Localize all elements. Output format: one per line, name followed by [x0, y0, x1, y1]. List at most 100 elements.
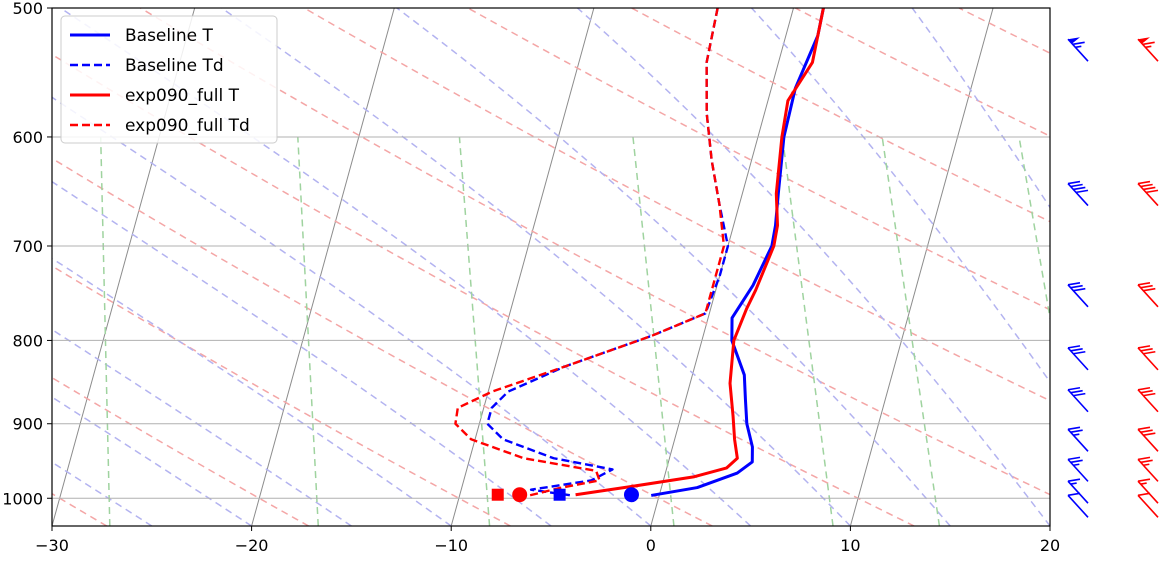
- y-tick-label: 1000: [2, 489, 43, 508]
- barb-feather: [1073, 186, 1086, 191]
- barb-feather: [1140, 429, 1153, 434]
- barb-feather: [1143, 186, 1156, 191]
- barb-staff: [1067, 347, 1089, 371]
- barb-feather: [1137, 345, 1151, 349]
- barb-feather: [1137, 426, 1151, 431]
- mixing-ratio-line: [297, 136, 319, 526]
- barb-feather: [1140, 183, 1153, 188]
- marker-baseline-td: [553, 488, 566, 501]
- dry-adiabat: [52, 157, 713, 526]
- isotherm-line: [251, 8, 395, 526]
- barb-staff: [1137, 494, 1159, 518]
- barb-feather: [1067, 426, 1081, 431]
- barb-flag: [1138, 37, 1150, 44]
- barb-feather: [1070, 459, 1083, 464]
- barb-staff: [1067, 494, 1089, 518]
- plot-border: [51, 7, 1051, 527]
- barb-staff: [1137, 183, 1159, 207]
- wind-barb-baseline: [1067, 281, 1089, 308]
- x-tick-label: 0: [646, 536, 656, 555]
- barb-staff: [1067, 284, 1089, 308]
- wind-barb-baseline: [1067, 492, 1089, 518]
- mixing-ratio-line: [1018, 136, 1050, 323]
- barb-half-feather: [1075, 45, 1082, 49]
- wind-barb-baseline: [1067, 180, 1089, 207]
- dry-adiabat: [140, 8, 1050, 496]
- barb-staff: [1137, 347, 1159, 371]
- barb-feather: [1067, 345, 1081, 349]
- x-tick-label: 20: [1040, 536, 1060, 555]
- barb-staff: [1067, 428, 1089, 452]
- barb-feather: [1073, 287, 1086, 292]
- barb-half-feather: [1073, 433, 1080, 436]
- barb-feather: [1070, 348, 1083, 352]
- mixing-ratio-line: [632, 136, 675, 526]
- barb-feather: [1070, 429, 1083, 434]
- barb-flag: [1068, 37, 1080, 44]
- y-tick-label: 900: [12, 415, 43, 434]
- y-axis: 500 600 700 800 900 1000: [2, 0, 52, 508]
- wind-barb-exp090-full: [1137, 281, 1159, 308]
- marker-exp090-full-t: [512, 487, 528, 503]
- x-axis: −30 −20 −10 0 10 20: [35, 526, 1060, 555]
- moist-adiabat: [911, 8, 1050, 209]
- x-tick-label: −10: [434, 536, 468, 555]
- barb-staff: [1067, 458, 1089, 482]
- wind-barb-exp090-full: [1137, 180, 1159, 207]
- barb-feather: [1075, 189, 1089, 194]
- barb-feather: [1067, 456, 1081, 461]
- dry-adiabat: [958, 8, 1050, 54]
- barb-feather: [1137, 492, 1151, 497]
- legend-label: exp090_full Td: [125, 116, 250, 136]
- barb-feather: [1070, 389, 1083, 394]
- wind-barb-baseline: [1067, 386, 1089, 413]
- dry-adiabat: [52, 265, 511, 526]
- barb-half-feather: [1070, 482, 1077, 485]
- barb-staff: [1137, 389, 1159, 413]
- surface-markers: [491, 487, 639, 503]
- legend: Baseline T Baseline Td exp090_full T exp090…: [60, 15, 278, 144]
- y-tick-label: 500: [12, 0, 43, 18]
- y-tick-label: 800: [12, 331, 43, 350]
- barb-feather: [1140, 389, 1153, 394]
- barb-feather: [1140, 348, 1153, 352]
- marker-baseline-t: [623, 487, 639, 503]
- isotherm-line: [650, 8, 794, 526]
- legend-label: exp090_full T: [125, 86, 240, 106]
- y-tick-label: 600: [12, 128, 43, 147]
- x-tick-label: −20: [235, 536, 269, 555]
- barb-staff: [1067, 480, 1089, 504]
- barb-feather: [1143, 350, 1156, 355]
- legend-box: [60, 15, 278, 144]
- wind-barb-baseline: [1067, 426, 1089, 452]
- series-exp090-full-td: [454, 8, 726, 497]
- dry-adiabat: [467, 8, 1050, 311]
- moist-adiabat: [52, 257, 452, 526]
- mixing-ratio-line: [1142, 137, 1175, 526]
- moist-adiabat: [221, 8, 851, 526]
- wind-barb-exp090-full: [1137, 386, 1159, 413]
- barb-feather: [1070, 183, 1083, 188]
- mixing-ratio-line: [781, 136, 834, 526]
- barb-feather: [1137, 456, 1151, 461]
- barb-feather: [1143, 287, 1156, 292]
- mixing-ratio-line: [458, 136, 491, 526]
- moist-adiabat: [576, 8, 1050, 526]
- barb-feather: [1140, 459, 1153, 464]
- barb-staff: [1137, 458, 1159, 482]
- wind-barb-baseline: [1067, 37, 1089, 62]
- barb-feather: [1073, 392, 1086, 397]
- barb-feather: [1137, 281, 1151, 286]
- barb-feather: [1137, 478, 1151, 482]
- barb-feather: [1145, 189, 1159, 194]
- moist-adiabat: [750, 8, 1050, 384]
- y-tick-label: 700: [12, 237, 43, 256]
- barb-feather: [1137, 180, 1151, 185]
- isotherm-line: [849, 8, 994, 526]
- barb-feather: [1143, 432, 1156, 436]
- barb-half-feather: [1140, 482, 1147, 485]
- moist-adiabat: [396, 8, 951, 526]
- series-exp090-full-t: [575, 8, 825, 497]
- barb-staff: [1137, 284, 1159, 308]
